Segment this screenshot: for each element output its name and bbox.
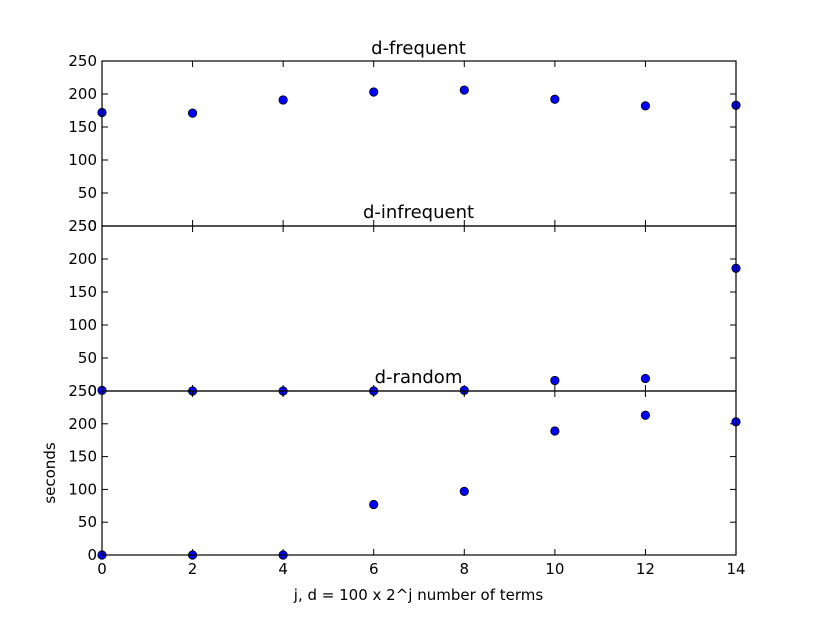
data-point <box>459 486 469 496</box>
data-point <box>369 87 379 97</box>
x-tick-label: 0 <box>97 560 107 578</box>
x-tick-label: 8 <box>460 560 470 578</box>
x-axis-label: j, d = 100 x 2^j number of terms <box>293 586 544 604</box>
data-point <box>459 85 469 95</box>
panel-d-frequent: d-frequent 0 50 100 150 200 250 <box>68 38 741 235</box>
y-tick-label: 0 <box>87 546 97 564</box>
y-tick-label: 250 <box>68 52 97 70</box>
y-axis-label: seconds <box>41 442 59 503</box>
panel-title: d-frequent <box>371 38 466 59</box>
panel-title: d-random <box>375 367 463 388</box>
y-tick-label: 50 <box>78 184 97 202</box>
y-tick-label: 250 <box>68 217 97 235</box>
y-tick-label: 200 <box>68 85 97 103</box>
x-tick-label: 14 <box>726 560 745 578</box>
axes-frame <box>101 390 737 556</box>
y-tick-label: 50 <box>78 349 97 367</box>
y-tick-label: 150 <box>68 283 97 301</box>
data-point <box>640 410 651 420</box>
x-tick-label: 2 <box>188 560 198 578</box>
y-tick-label: 250 <box>68 382 97 400</box>
data-point <box>369 499 379 510</box>
y-tick-label: 150 <box>68 448 97 466</box>
data-point <box>550 94 560 104</box>
y-tick-label: 0 <box>87 382 97 400</box>
panel-title: d-infrequent <box>363 202 474 223</box>
y-tick-label: 200 <box>68 415 97 433</box>
y-tick-label: 100 <box>68 480 97 498</box>
data-point <box>640 373 651 384</box>
y-tick-label: 200 <box>68 250 97 268</box>
data-point <box>187 108 198 118</box>
panel-d-random: d-random j, d = 100 x 2^j number of term… <box>41 367 746 604</box>
y-tick-label: 0 <box>87 217 97 235</box>
x-tick-label: 6 <box>369 560 379 578</box>
y-tick-label: 100 <box>68 151 97 169</box>
x-tick-label: 10 <box>545 560 564 578</box>
x-tick-label: 12 <box>636 560 655 578</box>
x-tick-label: 4 <box>278 560 288 578</box>
data-point <box>640 101 651 111</box>
y-tick-label: 50 <box>78 513 97 531</box>
data-point <box>278 95 288 105</box>
data-point <box>550 426 560 436</box>
y-tick-label: 100 <box>68 316 97 334</box>
data-point <box>550 375 560 386</box>
panel-d-infrequent: d-infrequent 0 50 100 150 200 250 <box>68 202 741 400</box>
y-tick-label: 150 <box>68 118 97 136</box>
